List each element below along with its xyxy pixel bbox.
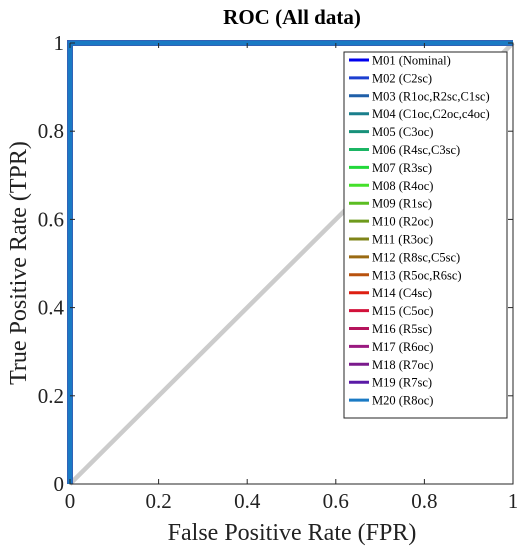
legend-label-3: M03 (R1oc,R2sc,C1sc) (372, 89, 490, 103)
x-tick-label: 0.8 (411, 489, 437, 513)
tick-layer: 00 0.2 0.2 0.4 0.4 0.6 0.6 0.8 0.8 1 1 (38, 31, 519, 513)
legend-label-18: M18 (R7oc) (372, 358, 433, 372)
legend-label-14: M14 (C4sc) (372, 286, 432, 300)
y-tick-label: 0.8 (38, 119, 64, 143)
legend-label-10: M10 (R2oc) (372, 215, 433, 229)
legend-label-11: M11 (R3oc) (372, 233, 433, 247)
legend-label-4: M04 (C1oc,C2oc,c4oc) (372, 107, 490, 121)
legend-label-7: M07 (R3sc) (372, 161, 432, 175)
legend-label-9: M09 (R1sc) (372, 197, 432, 211)
x-tick-label: 0.6 (323, 489, 349, 513)
y-axis-label: True Positive Rate (TPR) (6, 141, 32, 385)
legend-label-17: M17 (R6oc) (372, 340, 433, 354)
x-tick-label: 0.2 (145, 489, 171, 513)
legend: M01 (Nominal) M02 (C2sc) M03 (R1oc,R2sc,C1… (343, 51, 508, 419)
legend-box (343, 51, 508, 419)
legend-label-19: M19 (R7sc) (372, 376, 432, 390)
legend-label-5: M05 (C3oc) (372, 125, 433, 139)
chart-title: ROC (All data) (223, 5, 361, 29)
x-tick-label: 1 (508, 489, 519, 513)
y-tick-label: 0.6 (38, 207, 64, 231)
legend-label-13: M13 (R5oc,R6sc) (372, 268, 462, 282)
legend-label-20: M20 (R8oc) (372, 394, 433, 408)
y-tick-label: 0.4 (38, 296, 65, 320)
legend-label-16: M16 (R5sc) (372, 322, 432, 336)
y-tick-label: 0.2 (38, 384, 64, 408)
x-tick-label: 0 (65, 489, 76, 513)
legend-label-15: M15 (C5oc) (372, 304, 433, 318)
x-tick-label: 0.4 (234, 489, 261, 513)
legend-label-1: M01 (Nominal) (372, 54, 451, 68)
x-axis-label: False Positive Rate (FPR) (168, 520, 417, 546)
y-tick-label: 1 (54, 31, 65, 55)
y-tick-label: 0 (54, 472, 65, 496)
legend-label-6: M06 (R4sc,C3sc) (372, 143, 460, 157)
legend-label-12: M12 (R8sc,C5sc) (372, 250, 460, 264)
legend-label-2: M02 (C2sc) (372, 71, 432, 85)
legend-label-8: M08 (R4oc) (372, 179, 433, 193)
